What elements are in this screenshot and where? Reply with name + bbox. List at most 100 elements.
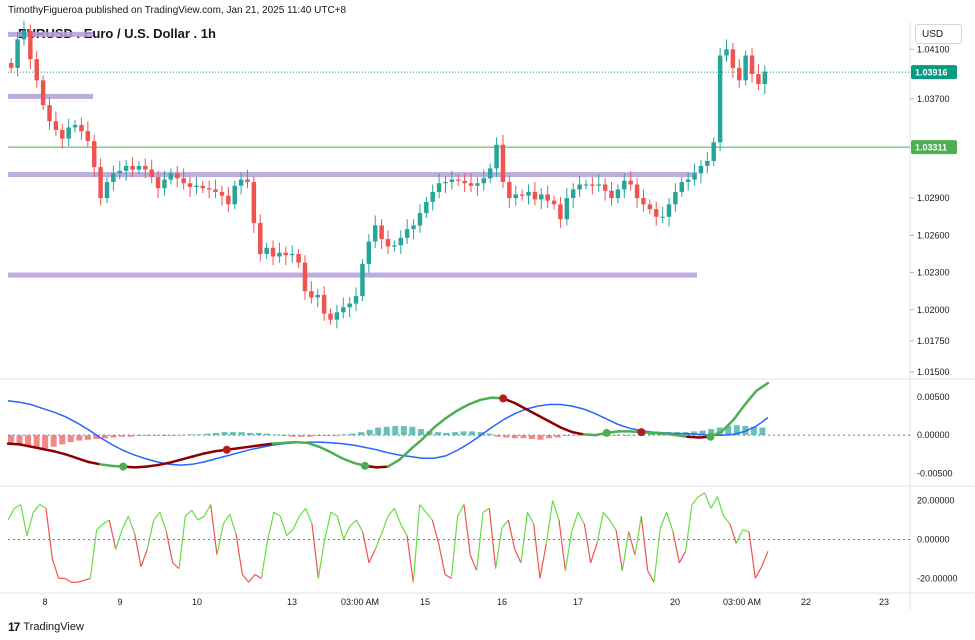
oscillator-segment: [292, 515, 300, 531]
candle-body: [264, 247, 269, 254]
macd-line-segment: [663, 432, 678, 437]
candle-body: [289, 253, 295, 256]
oscillator-segment: [666, 512, 674, 532]
time-tick-label: 20: [670, 597, 680, 607]
oscillator-segment: [83, 577, 91, 581]
candle-body: [206, 188, 212, 190]
oscillator-segment: [406, 535, 414, 583]
oscillator-segment: [89, 529, 98, 579]
macd-line-segment: [547, 420, 562, 429]
cross-marker: [222, 445, 231, 454]
published-note: TimothyFigueroa published on TradingView…: [8, 5, 347, 16]
oscillator-segment: [482, 507, 490, 513]
candle-body: [15, 39, 20, 68]
candle-body: [232, 185, 237, 205]
macd-line-segment: [329, 450, 344, 460]
candle-body: [149, 169, 154, 178]
candle-body: [194, 185, 199, 187]
time-tick-label: 9: [117, 597, 122, 607]
macd-histogram-bar: [298, 435, 305, 437]
candle-body: [213, 189, 218, 192]
macd-line-segment: [52, 450, 67, 456]
tradingview-brand[interactable]: 17 TradingView: [8, 620, 84, 634]
candle-body: [628, 180, 633, 185]
macd-histogram-bar: [759, 427, 766, 436]
oscillator-segment: [419, 504, 427, 513]
candle-body: [366, 241, 372, 264]
time-tick-label: 22: [801, 597, 811, 607]
macd-histogram-bar: [136, 435, 143, 436]
candle-body: [226, 195, 231, 205]
time-tick-label: 13: [287, 597, 297, 607]
candle-body: [392, 245, 397, 247]
macd-histogram-bar: [221, 432, 228, 436]
candle-body: [277, 252, 282, 257]
candle-body: [309, 291, 314, 298]
macd-histogram-bar: [50, 435, 57, 447]
macd-histogram-bar: [238, 432, 245, 436]
symbol-title[interactable]: EURUSD . Euro / U.S. Dollar . 1h: [18, 26, 216, 41]
macd-histogram-bar: [323, 435, 330, 436]
candle-body: [660, 216, 665, 218]
oscillator-segment: [450, 516, 459, 579]
candle-body: [634, 184, 640, 199]
macd-line-segment: [467, 398, 482, 406]
oscillator-segment: [317, 539, 326, 579]
macd-tick-label: -0.00500: [917, 469, 953, 479]
macd-line-segment: [732, 403, 747, 422]
supply-demand-zone: [8, 31, 93, 37]
candle-body: [673, 191, 678, 205]
candle-body: [360, 263, 365, 297]
oscillator-segment: [495, 527, 503, 569]
macd-histogram-bar: [469, 431, 476, 436]
cross-marker: [119, 462, 128, 471]
macd-histogram-bar: [153, 435, 160, 436]
candle-body: [91, 141, 97, 168]
oscillator-segment: [115, 529, 123, 550]
supply-demand-zone: [8, 93, 93, 99]
macd-histogram-bar: [170, 435, 177, 436]
oscillator-segment: [698, 492, 705, 498]
macd-histogram-bar: [708, 429, 715, 436]
macd-histogram-bar: [272, 434, 279, 436]
macd-line-segment: [524, 407, 539, 417]
macd-line-segment: [398, 447, 413, 461]
oscillator-segment: [488, 508, 497, 569]
candle-body: [168, 173, 174, 180]
price-tick-label: 1.02900: [917, 193, 950, 203]
supply-demand-zone: [8, 272, 697, 278]
currency-button[interactable]: USD: [915, 24, 962, 44]
macd-histogram-bar: [648, 433, 655, 436]
candle-body: [60, 129, 65, 139]
macd-histogram-bar: [537, 435, 544, 440]
candle-body: [641, 198, 646, 205]
candle-body: [315, 294, 320, 298]
candle-body: [219, 191, 225, 196]
candle-body: [187, 183, 193, 187]
candle-body: [762, 71, 768, 85]
macd-histogram-bar: [366, 429, 373, 436]
candle-body: [519, 194, 525, 196]
candle-body: [430, 191, 435, 202]
oscillator-segment: [501, 519, 509, 529]
supply-demand-zone: [8, 172, 697, 178]
macd-histogram-bar: [16, 435, 23, 445]
candle-body: [443, 182, 448, 184]
candle-body: [666, 204, 672, 217]
oscillator-segment: [716, 496, 725, 517]
cross-marker: [360, 461, 369, 470]
macd-line-segment: [248, 443, 263, 448]
macd-histogram-bar: [383, 426, 390, 436]
candle-body: [602, 184, 608, 191]
oscillator-segment: [577, 511, 585, 525]
candle-body: [98, 167, 103, 199]
oscillator-segment: [583, 523, 592, 563]
candle-body: [596, 184, 601, 186]
macd-histogram-bar: [460, 431, 467, 436]
oscillator-segment: [203, 504, 212, 517]
oscillator-segment: [653, 527, 661, 583]
oscillator-segment: [153, 511, 161, 521]
macd-line-segment: [29, 445, 44, 451]
candle-body: [724, 49, 729, 56]
